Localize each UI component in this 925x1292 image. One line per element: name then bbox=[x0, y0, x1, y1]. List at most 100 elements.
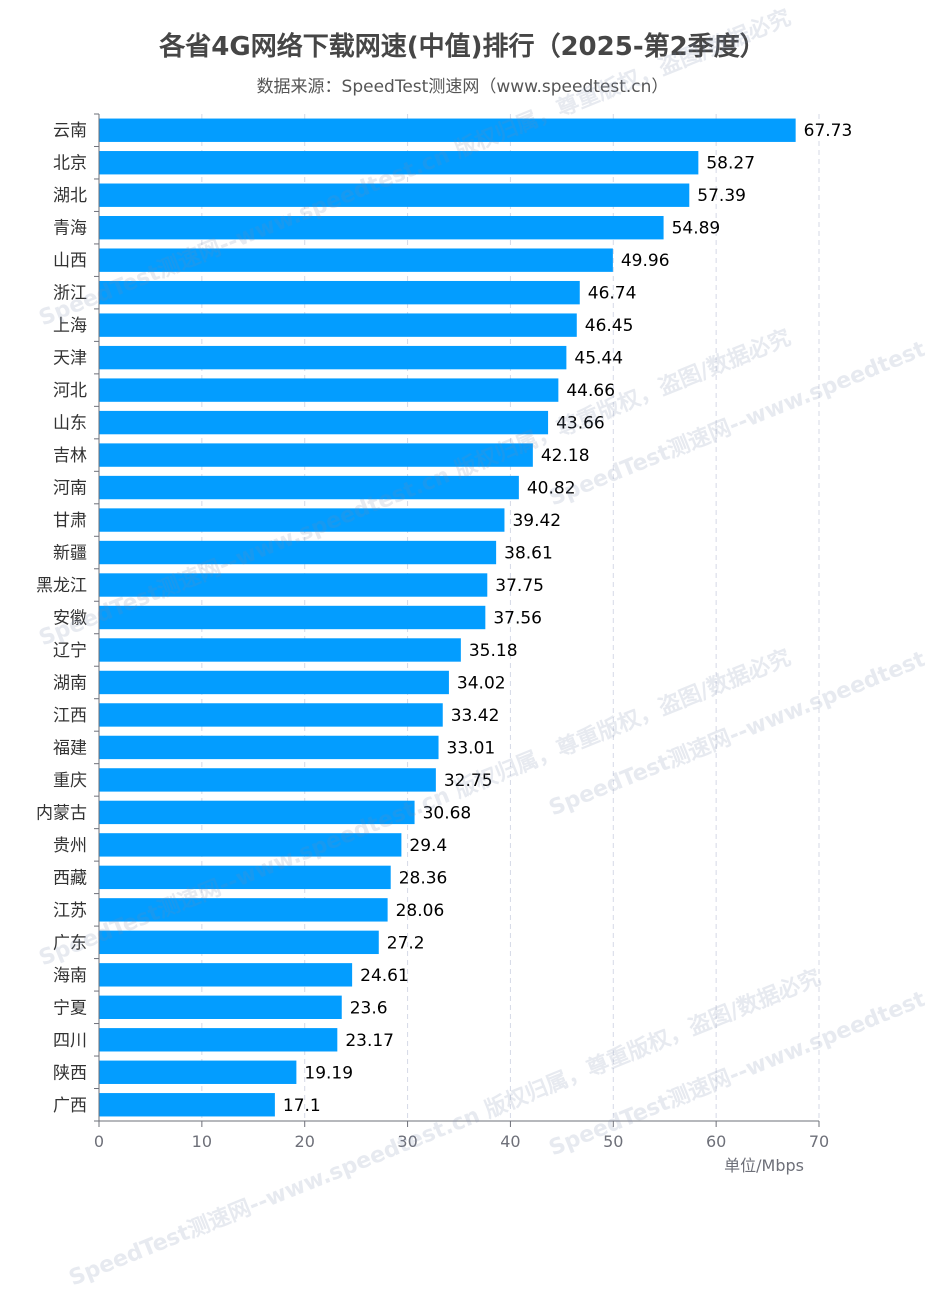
bar bbox=[99, 378, 559, 402]
value-label: 32.75 bbox=[444, 771, 493, 791]
bar bbox=[99, 345, 567, 370]
category-label: 湖南 bbox=[53, 673, 87, 693]
axes bbox=[94, 113, 820, 1127]
bar bbox=[99, 638, 461, 662]
bar bbox=[99, 833, 402, 857]
category-label: 福建 bbox=[53, 738, 87, 758]
value-label: 24.61 bbox=[360, 966, 409, 986]
category-label: 广西 bbox=[53, 1096, 87, 1116]
bar bbox=[99, 930, 379, 955]
category-label: 内蒙古 bbox=[36, 803, 87, 823]
value-label: 67.73 bbox=[804, 121, 853, 141]
value-label: 30.68 bbox=[423, 803, 472, 823]
value-label: 58.27 bbox=[706, 154, 755, 174]
bar bbox=[99, 443, 533, 467]
category-label: 江苏 bbox=[53, 901, 87, 921]
bar bbox=[99, 313, 577, 337]
category-label: 海南 bbox=[53, 966, 87, 986]
category-label: 重庆 bbox=[53, 771, 87, 791]
bar bbox=[99, 508, 505, 532]
value-label: 37.75 bbox=[495, 576, 544, 596]
bar bbox=[99, 1060, 297, 1084]
value-label: 17.1 bbox=[283, 1096, 321, 1116]
value-label: 23.6 bbox=[350, 998, 388, 1018]
bars bbox=[99, 118, 796, 1117]
bar bbox=[99, 540, 497, 565]
category-label: 上海 bbox=[53, 316, 87, 336]
x-tick-label: 10 bbox=[192, 1132, 212, 1151]
value-label: 28.36 bbox=[399, 868, 448, 888]
bar bbox=[99, 573, 488, 597]
category-label: 江西 bbox=[53, 706, 87, 726]
category-label: 贵州 bbox=[53, 836, 87, 856]
value-label: 46.74 bbox=[588, 284, 637, 304]
category-label: 青海 bbox=[53, 219, 87, 239]
value-label: 33.01 bbox=[447, 738, 496, 758]
chart-title: 各省4G网络下载网速(中值)排行（2025-第2季度） bbox=[159, 32, 766, 62]
value-label: 38.61 bbox=[504, 544, 553, 564]
x-tick-label: 40 bbox=[500, 1132, 520, 1151]
bar bbox=[99, 215, 664, 240]
category-label: 四川 bbox=[53, 1031, 87, 1051]
bar-chart: 云南北京湖北青海山西浙江上海天津河北山东吉林河南甘肃新疆黑龙江安徽辽宁湖南江西福… bbox=[36, 113, 852, 1175]
bar bbox=[99, 735, 439, 760]
value-label: 44.66 bbox=[566, 381, 615, 401]
bar bbox=[99, 1093, 275, 1117]
bar bbox=[99, 1028, 338, 1052]
bar bbox=[99, 410, 549, 435]
category-label: 安徽 bbox=[53, 609, 87, 629]
value-label: 43.66 bbox=[556, 414, 605, 434]
chart-subtitle: 数据来源：SpeedTest测速网（www.speedtest.cn） bbox=[256, 77, 669, 97]
bar bbox=[99, 670, 449, 695]
x-tick-labels: 0 10 20 30 40 50 60 70 bbox=[94, 1132, 829, 1151]
category-label: 辽宁 bbox=[53, 641, 87, 661]
bar bbox=[99, 118, 796, 142]
bar bbox=[99, 800, 415, 825]
bar bbox=[99, 768, 436, 792]
category-label: 北京 bbox=[53, 154, 87, 174]
x-tick-label: 30 bbox=[397, 1132, 417, 1151]
value-label: 40.82 bbox=[527, 479, 576, 499]
bar bbox=[99, 280, 580, 305]
category-label: 湖北 bbox=[53, 186, 87, 206]
category-label: 吉林 bbox=[53, 446, 87, 466]
x-tick-label: 0 bbox=[94, 1132, 104, 1151]
category-label: 山东 bbox=[53, 414, 87, 434]
value-label: 23.17 bbox=[345, 1031, 394, 1051]
value-label: 29.4 bbox=[409, 836, 447, 856]
x-tick-label: 20 bbox=[295, 1132, 315, 1151]
bar bbox=[99, 898, 388, 922]
category-label: 山西 bbox=[53, 251, 87, 271]
bar bbox=[99, 703, 443, 727]
value-label: 39.42 bbox=[512, 511, 561, 531]
value-label: 27.2 bbox=[387, 933, 425, 953]
category-label: 黑龙江 bbox=[36, 576, 87, 596]
category-label: 浙江 bbox=[53, 284, 87, 304]
bar bbox=[99, 605, 486, 630]
value-label: 35.18 bbox=[469, 641, 518, 661]
value-label: 28.06 bbox=[396, 901, 445, 921]
bar bbox=[99, 865, 391, 890]
x-tick-label: 70 bbox=[809, 1132, 829, 1151]
category-label: 天津 bbox=[53, 349, 87, 369]
value-label: 37.56 bbox=[493, 609, 542, 629]
x-tick-label: 50 bbox=[603, 1132, 623, 1151]
category-label: 新疆 bbox=[53, 544, 87, 564]
value-label: 19.19 bbox=[304, 1063, 353, 1083]
category-labels: 云南北京湖北青海山西浙江上海天津河北山东吉林河南甘肃新疆黑龙江安徽辽宁湖南江西福… bbox=[36, 121, 87, 1116]
category-label: 云南 bbox=[53, 121, 87, 141]
x-tick-label: 60 bbox=[706, 1132, 726, 1151]
value-label: 46.45 bbox=[585, 316, 634, 336]
category-label: 西藏 bbox=[53, 868, 87, 888]
value-label: 45.44 bbox=[574, 349, 623, 369]
value-label: 57.39 bbox=[697, 186, 746, 206]
category-label: 河南 bbox=[53, 479, 87, 499]
category-label: 宁夏 bbox=[53, 998, 87, 1018]
value-label: 34.02 bbox=[457, 673, 506, 693]
category-label: 广东 bbox=[53, 933, 87, 953]
value-label: 42.18 bbox=[541, 446, 590, 466]
bar bbox=[99, 995, 342, 1020]
x-axis-label: 单位/Mbps bbox=[724, 1156, 804, 1175]
category-label: 陕西 bbox=[53, 1063, 87, 1083]
